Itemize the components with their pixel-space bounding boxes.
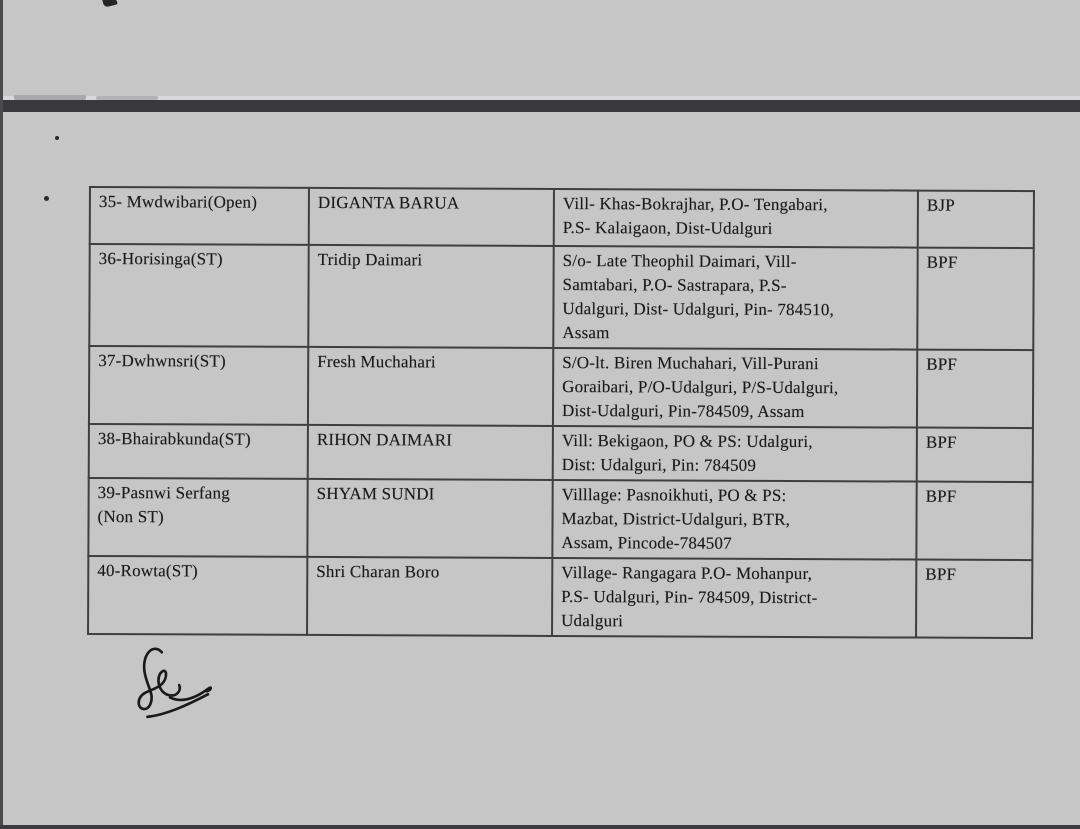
party-cell: BPF xyxy=(916,559,1033,639)
party-cell: BJP xyxy=(917,190,1034,249)
constituency-cell: 37-Dwhwnsri(ST) xyxy=(88,345,309,425)
party-cell: BPF xyxy=(917,247,1034,351)
candidate-cell: SHYAM SUNDI xyxy=(307,478,553,558)
scan-edge-bottom xyxy=(0,825,1080,829)
candidate-table-wrap: 35- Mwdwibari(Open) DIGANTA BARUA Vill- … xyxy=(87,186,1035,639)
ink-dot xyxy=(44,196,49,201)
candidate-cell: Tridip Daimari xyxy=(308,244,554,348)
constituency-cell: 39-Pasnwi Serfang (Non ST) xyxy=(88,477,308,557)
scan-smudge xyxy=(14,95,86,100)
scan-edge-left xyxy=(0,0,3,829)
address-cell: Village- Rangagara P.O- Mohanpur, P.S- U… xyxy=(552,557,917,638)
ink-fragment xyxy=(102,0,118,8)
constituency-cell: 36-Horisinga(ST) xyxy=(89,243,309,347)
constituency-cell: 35- Mwdwibari(Open) xyxy=(89,186,309,245)
constituency-cell: 38-Bhairabkunda(ST) xyxy=(88,423,308,479)
candidate-cell: DIGANTA BARUA xyxy=(308,187,554,246)
candidate-cell: Shri Charan Boro xyxy=(307,556,553,636)
scan-fold-line xyxy=(0,96,1080,100)
table-row: 35- Mwdwibari(Open) DIGANTA BARUA Vill- … xyxy=(89,186,1034,249)
table-row: 36-Horisinga(ST) Tridip Daimari S/o- Lat… xyxy=(89,243,1034,351)
address-cell: Villlage: Pasnoikhuti, PO & PS: Mazbat, … xyxy=(552,479,917,560)
candidate-table: 35- Mwdwibari(Open) DIGANTA BARUA Vill- … xyxy=(87,186,1035,639)
table-row: 40-Rowta(ST) Shri Charan Boro Village- R… xyxy=(88,555,1033,639)
address-cell: S/o- Late Theophil Daimari, Vill- Samtab… xyxy=(553,245,918,350)
constituency-cell: 40-Rowta(ST) xyxy=(88,555,308,635)
party-cell: BPF xyxy=(916,427,1033,483)
table-row: 37-Dwhwnsri(ST) Fresh Muchahari S/O-lt. … xyxy=(88,345,1034,429)
table-row: 39-Pasnwi Serfang (Non ST) SHYAM SUNDI V… xyxy=(88,477,1033,561)
candidate-cell: RIHON DAIMARI xyxy=(307,424,553,480)
scan-smudge xyxy=(96,96,158,100)
candidate-cell: Fresh Muchahari xyxy=(307,346,554,426)
address-cell: Vill: Bekigaon, PO & PS: Udalguri, Dist:… xyxy=(552,425,917,482)
table-row: 38-Bhairabkunda(ST) RIHON DAIMARI Vill: … xyxy=(88,423,1033,483)
address-cell: S/O-lt. Biren Muchahari, Vill-Purani Gor… xyxy=(552,347,918,428)
ink-dot xyxy=(55,136,59,140)
signature-mark xyxy=(137,647,213,719)
scan-shadow-band xyxy=(0,100,1080,112)
party-cell: BPF xyxy=(916,481,1033,561)
party-cell: BPF xyxy=(916,349,1034,429)
address-cell: Vill- Khas-Bokrajhar, P.O- Tengabari, P.… xyxy=(553,188,918,248)
